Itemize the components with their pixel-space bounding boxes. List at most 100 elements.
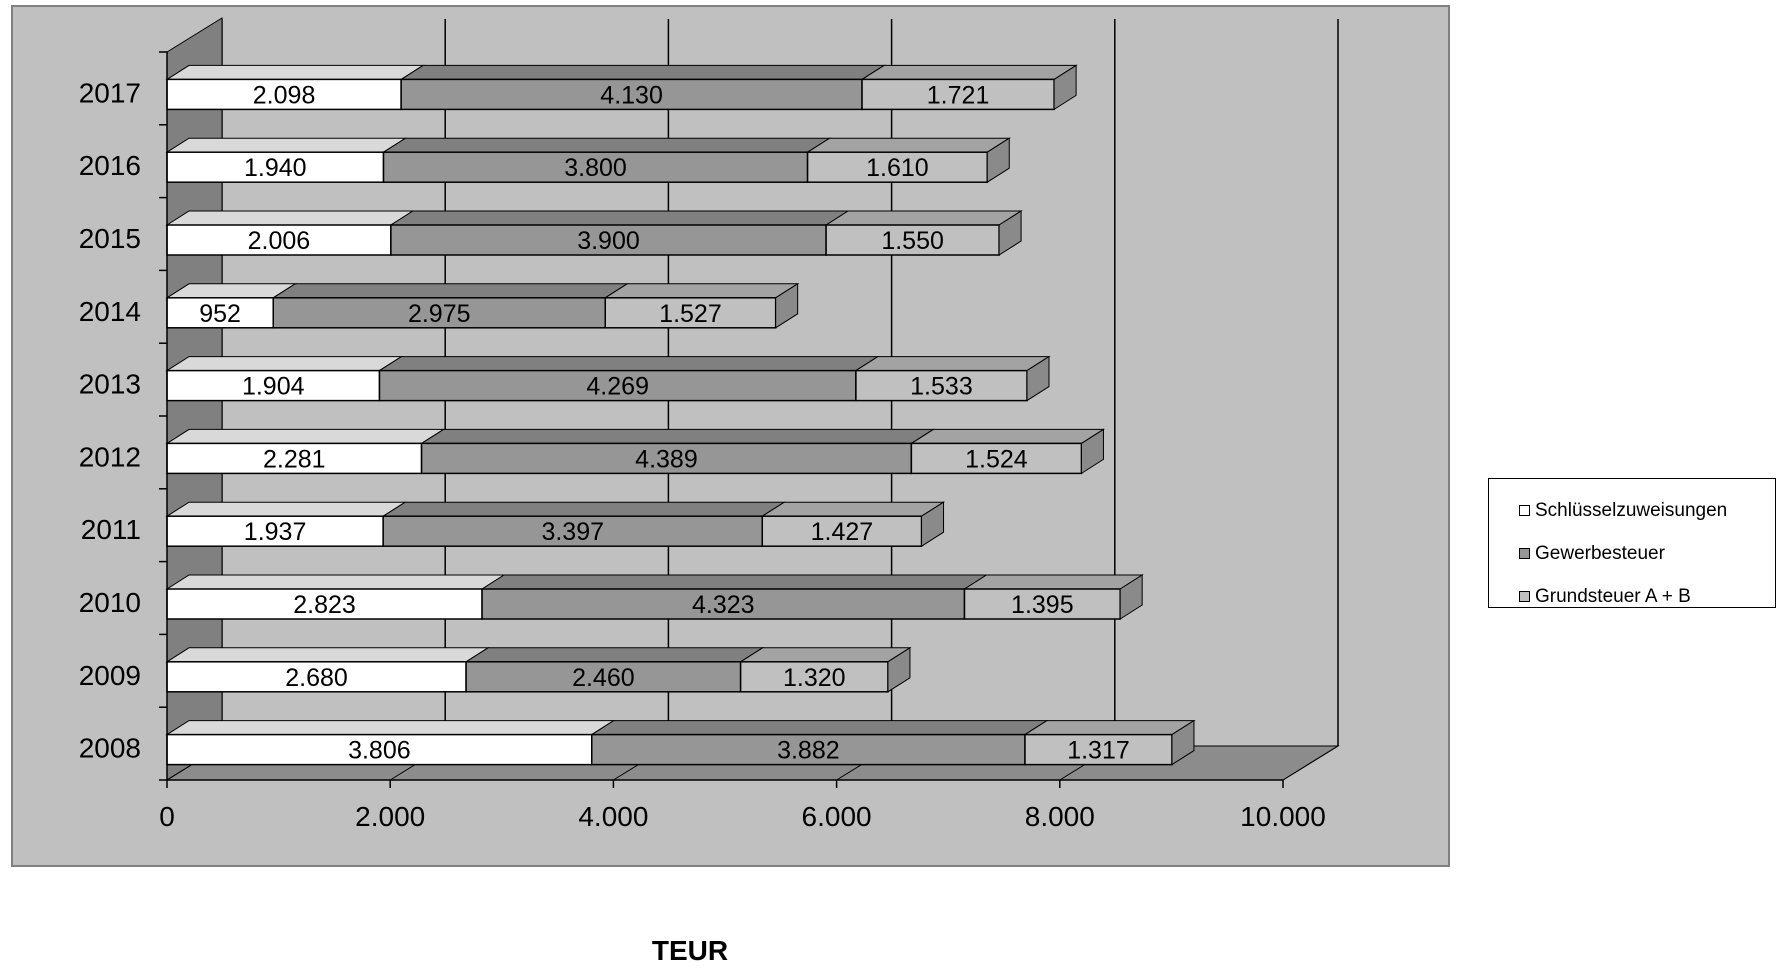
bar-top-face (165, 501, 407, 517)
bar-segment (481, 588, 966, 620)
data-label: 4.323 (692, 591, 755, 619)
data-label: 2.823 (293, 591, 356, 619)
y-tick-label: 2016 (79, 150, 141, 181)
legend: Schlüsselzuweisungen Gewerbesteuer Grund… (1488, 478, 1776, 608)
bar-top-face (165, 356, 404, 372)
data-label: 3.806 (348, 737, 411, 765)
bar-segment (166, 297, 274, 329)
bar-segment (604, 297, 777, 329)
bar-side-face (1026, 355, 1050, 402)
bar-top-face (590, 720, 1049, 736)
bar-segment (382, 151, 809, 183)
data-label: 952 (199, 300, 241, 328)
data-label: 1.427 (811, 518, 874, 546)
bar-segment (910, 442, 1083, 475)
x-tick-label: 8.000 (1025, 801, 1095, 832)
bar-top-face (860, 64, 1078, 80)
bar-top-face (603, 283, 800, 299)
y-tick-label: 2009 (79, 660, 141, 691)
bar-top-face (271, 283, 629, 299)
y-tick-label: 2011 (81, 514, 141, 545)
bar-top-face (165, 428, 446, 444)
legend-item-schluesselzuweisungen: Schlüsselzuweisungen (1519, 489, 1775, 532)
legend-swatch (1519, 505, 1530, 516)
legend-label: Schlüsselzuweisungen (1535, 499, 1728, 521)
data-label: 1.610 (866, 154, 929, 182)
bar-top-face (1023, 720, 1196, 736)
bar-segment (806, 151, 989, 183)
data-label: 1.317 (1067, 737, 1130, 765)
data-label: 1.937 (244, 518, 307, 546)
data-label: 2.460 (572, 664, 635, 692)
legend-item-grundsteuer: Grundsteuer A + B (1519, 575, 1775, 618)
data-label: 4.389 (635, 445, 698, 473)
x-tick-label: 10.000 (1240, 801, 1326, 832)
bar-top-face (854, 356, 1051, 372)
floor-gridline (1282, 745, 1339, 781)
bar-top-face (381, 137, 832, 153)
data-label: 1.940 (244, 154, 307, 182)
y-tick-label: 2013 (79, 369, 141, 400)
bar-top-face (377, 356, 880, 372)
data-label: 3.882 (777, 737, 840, 765)
bar-top-face (824, 210, 1023, 226)
x-tick-label: 2.000 (355, 801, 425, 832)
data-label: 1.904 (242, 373, 305, 401)
bar-segment (382, 515, 764, 547)
bar-segment (465, 661, 742, 693)
data-label: 1.533 (910, 373, 973, 401)
data-label: 4.269 (586, 373, 649, 401)
bar-segment (166, 733, 593, 766)
bar-segment (963, 588, 1121, 620)
bar-top-face (165, 574, 506, 590)
data-label: 2.098 (253, 81, 316, 109)
legend-swatch (1519, 591, 1530, 602)
data-label: 3.800 (564, 154, 627, 182)
bar-side-face (775, 282, 799, 329)
bar-segment (272, 297, 607, 329)
bar-top-face (738, 647, 912, 663)
bar-segment (761, 515, 923, 547)
data-label: 1.320 (783, 664, 846, 692)
bar-top-face (805, 137, 1011, 153)
x-axis-title: TEUR (651, 935, 729, 966)
bar-segment (1024, 733, 1173, 766)
legend-label: Grundsteuer A + B (1535, 585, 1691, 607)
y-tick-label: 2008 (79, 733, 141, 764)
y-tick-label: 2010 (79, 587, 141, 618)
bar-top-face (760, 501, 946, 517)
bar-side-face (986, 137, 1010, 184)
data-label: 1.395 (1011, 591, 1074, 619)
bar-side-face (1119, 574, 1143, 620)
bar-segment (166, 78, 402, 111)
bar-top-face (165, 64, 425, 80)
bar-top-face (480, 574, 989, 590)
data-label: 3.397 (541, 518, 604, 546)
data-label: 1.527 (659, 300, 722, 328)
bar-segment (420, 442, 913, 475)
data-label: 2.680 (285, 664, 348, 692)
bar-top-face (165, 210, 415, 226)
bar-side-face (998, 210, 1022, 256)
bar-top-face (165, 720, 616, 736)
bar-top-face (381, 501, 786, 517)
bar-top-face (962, 574, 1144, 590)
bar-segment (166, 224, 392, 256)
bar-top-face (909, 428, 1106, 444)
bar-segment (855, 369, 1028, 402)
bar-side-face (921, 501, 945, 548)
x-tick-label: 6.000 (802, 801, 872, 832)
legend-item-gewerbesteuer: Gewerbesteuer (1519, 532, 1775, 575)
y-tick-label: 2015 (79, 223, 141, 254)
y-tick-label: 2017 (79, 77, 141, 108)
data-label: 3.900 (577, 227, 640, 255)
bar-side-face (1080, 428, 1104, 475)
bar-top-face (165, 137, 408, 153)
data-label: 2.006 (248, 227, 311, 255)
data-label: 1.524 (965, 445, 1028, 473)
bar-side-face (1171, 719, 1195, 766)
y-tick-label: 2012 (79, 441, 141, 472)
data-label: 4.130 (600, 81, 663, 109)
x-tick-label: 0 (159, 801, 175, 832)
